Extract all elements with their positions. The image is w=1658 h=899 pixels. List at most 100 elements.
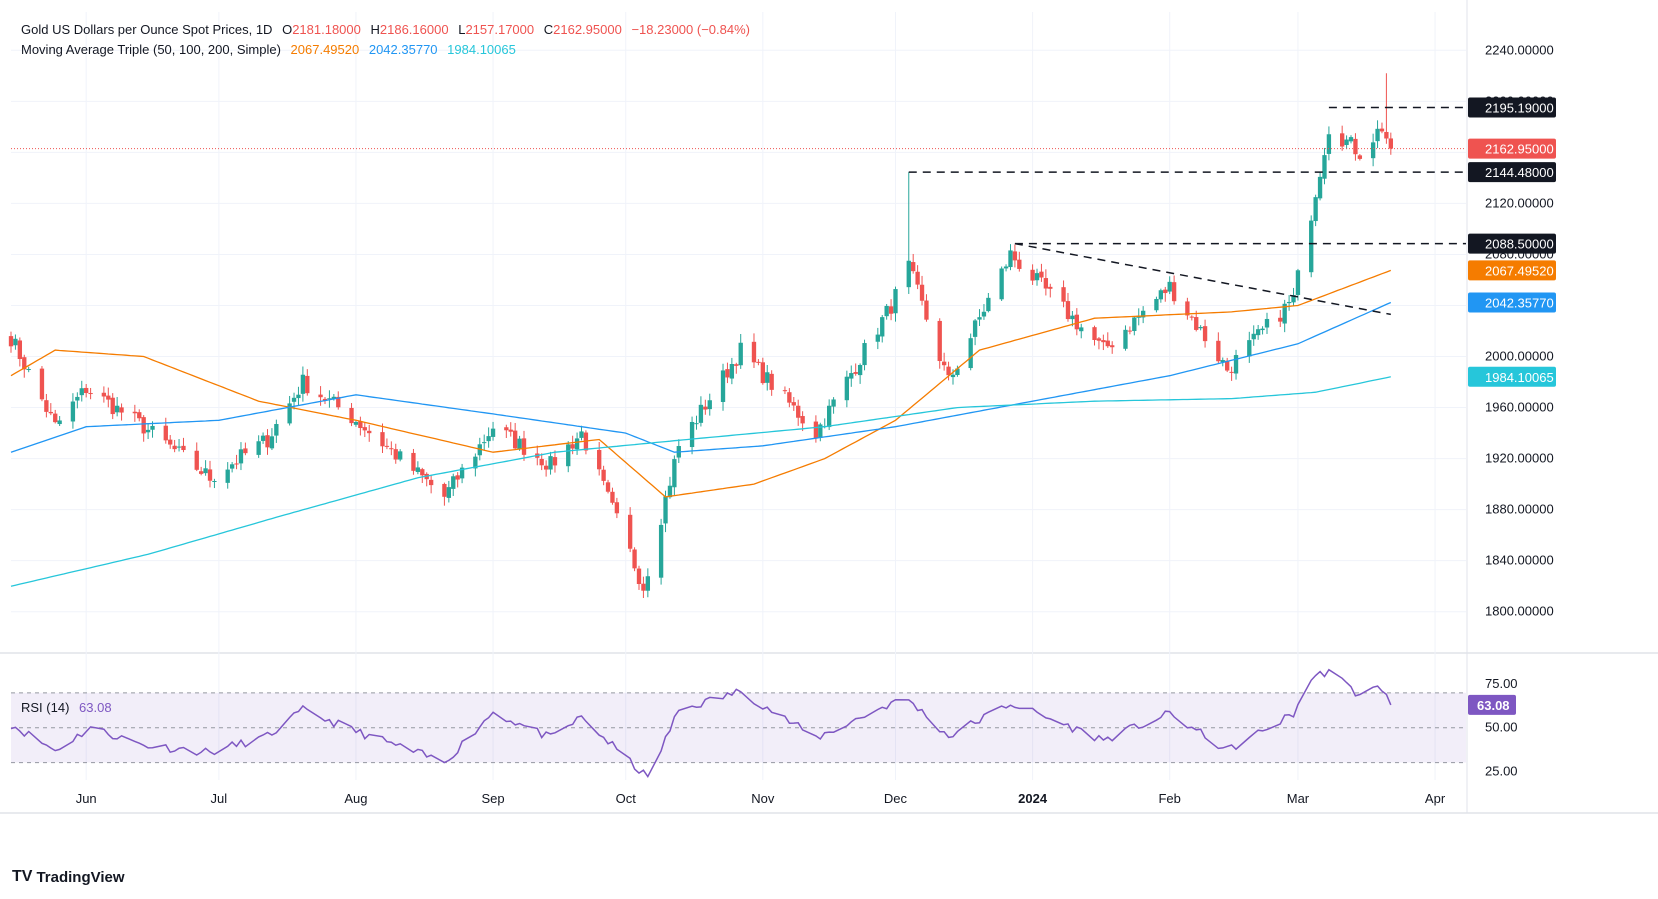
candle-body [141, 417, 146, 434]
candle-body [1264, 318, 1270, 328]
candle-body [566, 444, 571, 467]
ohlc-low: L2157.17000 [458, 22, 534, 37]
candle-body [225, 469, 230, 483]
candle-body [331, 396, 337, 400]
candle-body [384, 445, 390, 447]
rsi-line[interactable] [10, 668, 1392, 779]
brand-name: TradingView [36, 868, 125, 886]
price-tag-text: 1984.10065 [1485, 370, 1554, 385]
candle-body [999, 268, 1004, 300]
candle-body [79, 388, 84, 396]
candle-body [1247, 340, 1252, 357]
open-value: 2181.18000 [292, 22, 361, 37]
price-tick-label: 1840.00000 [1485, 553, 1554, 568]
candle-body [1348, 137, 1354, 142]
candle-body [1251, 333, 1256, 340]
ma100-line[interactable] [10, 301, 1392, 453]
candle-body [145, 429, 151, 433]
level-price-text: 2195.19000 [1485, 100, 1554, 115]
candle-body [689, 421, 695, 448]
candle-body [632, 549, 637, 569]
candle-body [725, 369, 730, 378]
time-tick-label: Feb [1158, 791, 1180, 806]
candle-body [1105, 340, 1110, 347]
candle-body [194, 450, 199, 470]
candle-body [336, 396, 341, 408]
candle-body [207, 469, 213, 481]
candle-body [415, 467, 421, 472]
candle-body [813, 421, 819, 439]
candle-body [327, 398, 332, 400]
rsi-legend: RSI (14) 63.08 [21, 700, 118, 715]
candle-body [769, 373, 774, 390]
price-tag-text: 2162.95000 [1485, 142, 1554, 157]
candle-body [1198, 327, 1203, 329]
ohlc-open: O2181.18000 [282, 22, 361, 37]
candle-body [1079, 327, 1084, 332]
candle-body [1167, 281, 1172, 292]
candle-body [849, 373, 854, 379]
candle-body [1163, 289, 1168, 294]
candle-body [610, 491, 615, 503]
ma200-line[interactable] [10, 376, 1391, 587]
candle-body [1012, 251, 1018, 261]
candle-body [508, 429, 513, 432]
high-value: 2186.16000 [379, 22, 449, 37]
candle-body [1048, 286, 1053, 289]
candle-body [504, 427, 509, 431]
candle-body [570, 444, 575, 449]
candle-body [486, 436, 491, 442]
candle-body [300, 374, 306, 394]
candle-body [1096, 338, 1102, 341]
candle-body [911, 262, 916, 272]
candle-body [238, 449, 244, 464]
candle-body [389, 448, 394, 450]
candle-body [844, 376, 850, 401]
candle-body [172, 445, 177, 450]
candle-body [1154, 298, 1159, 311]
candle-body [57, 420, 62, 425]
candle-body [941, 361, 947, 366]
trend-line[interactable] [1014, 242, 1391, 316]
ma-title: Moving Average Triple (50, 100, 200, Sim… [21, 42, 281, 57]
candle-body [8, 336, 14, 347]
rsi-tick-label: 50.00 [1485, 720, 1518, 735]
candle-body [106, 395, 111, 400]
candle-body [428, 479, 434, 486]
candle-body [884, 305, 889, 317]
candle-body [1030, 269, 1035, 281]
candle-body [1123, 329, 1128, 349]
candle-body [548, 456, 553, 470]
candle-body [229, 464, 235, 469]
low-label: L [458, 22, 466, 37]
time-tick-label: Sep [481, 791, 504, 806]
candle-body [163, 425, 168, 441]
price-tag [1468, 260, 1556, 281]
open-label: O [282, 22, 293, 37]
candle-body [1008, 250, 1013, 268]
candle-body [937, 320, 942, 362]
ma-legend: Moving Average Triple (50, 100, 200, Sim… [21, 42, 522, 57]
candle-body [1043, 278, 1049, 289]
candle-body [1101, 340, 1106, 343]
candle-body [353, 422, 359, 425]
candle-body [269, 436, 275, 449]
candle-body [579, 431, 584, 438]
ohlc-close: C2162.95000 [544, 22, 622, 37]
price-tick-label: 2120.00000 [1485, 195, 1554, 210]
price-tick-label: 1880.00000 [1485, 502, 1554, 517]
ma50-line[interactable] [10, 269, 1392, 498]
price-tick-label: 2000.00000 [1485, 349, 1554, 364]
time-tick-label: 2024 [1018, 791, 1048, 806]
candle-body [888, 306, 894, 314]
tradingview-brand[interactable]: TV TradingView [12, 868, 125, 886]
candle-body [101, 392, 107, 397]
candle-body [459, 467, 465, 479]
candle-body [1229, 371, 1234, 373]
candle-body [446, 487, 451, 498]
candle-body [1322, 155, 1327, 179]
candle-body [862, 343, 867, 366]
candles [8, 73, 1393, 598]
candle-body [756, 361, 761, 363]
